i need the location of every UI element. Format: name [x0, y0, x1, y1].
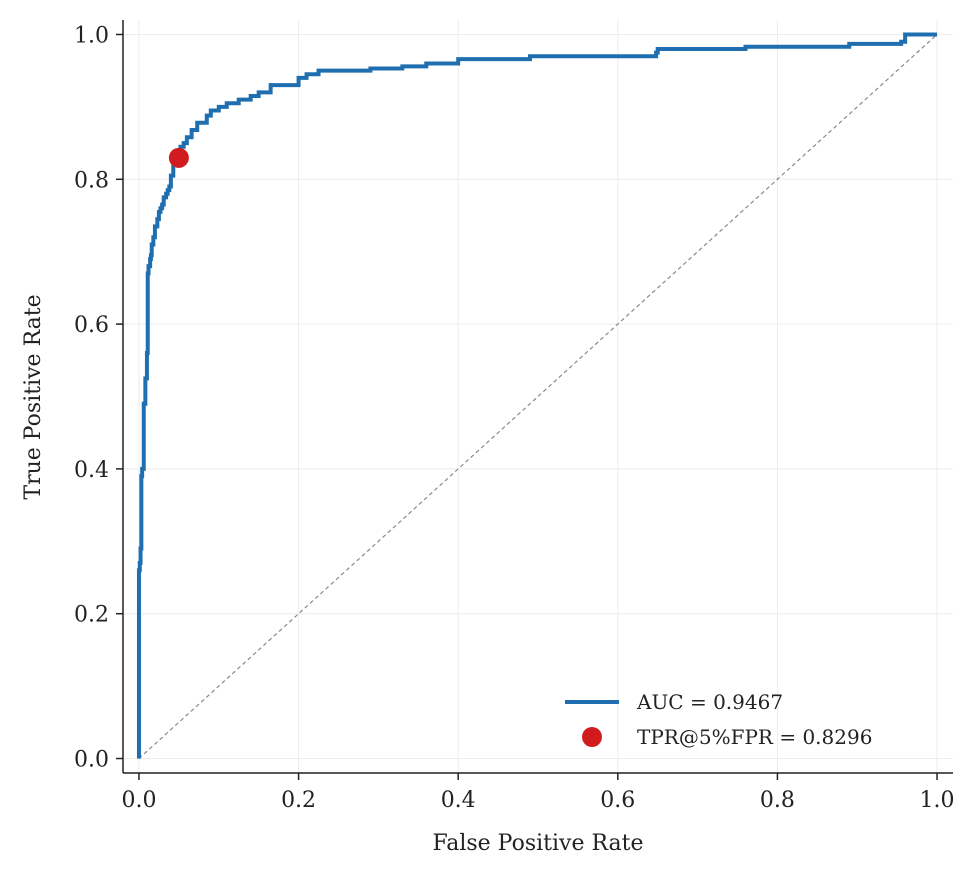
- x-tick-label: 0.4: [441, 788, 476, 813]
- legend-auc-label: AUC = 0.9467: [636, 690, 783, 714]
- tpr-at-5pct-fpr-marker: [168, 147, 189, 168]
- x-tick-label: 0.0: [121, 788, 156, 813]
- y-tick-label: 0.0: [74, 748, 109, 773]
- y-axis-label: True Positive Rate: [21, 294, 46, 499]
- y-tick-label: 0.2: [74, 603, 109, 628]
- legend-tpr-label: TPR@5%FPR = 0.8296: [637, 725, 872, 749]
- y-tick-label: 0.4: [74, 458, 109, 483]
- y-tick-label: 0.6: [74, 313, 109, 338]
- y-tick-label: 0.8: [74, 168, 109, 193]
- x-axis-label: False Positive Rate: [432, 831, 643, 856]
- grid-lines: [123, 20, 953, 773]
- x-axis-ticks: 0.0 0.2 0.4 0.6 0.8 1.0: [121, 773, 955, 813]
- y-tick-label: 1.0: [74, 23, 109, 48]
- x-tick-label: 0.2: [281, 788, 316, 813]
- legend-point-swatch: [582, 727, 602, 747]
- x-tick-label: 0.6: [600, 788, 635, 813]
- diagonal-reference-line: [138, 34, 938, 759]
- y-axis-ticks: 0.0 0.2 0.4 0.6 0.8 1.0: [74, 23, 123, 773]
- x-tick-label: 0.8: [760, 788, 795, 813]
- x-tick-label: 1.0: [920, 788, 955, 813]
- legend: AUC = 0.9467 TPR@5%FPR = 0.8296: [565, 690, 872, 749]
